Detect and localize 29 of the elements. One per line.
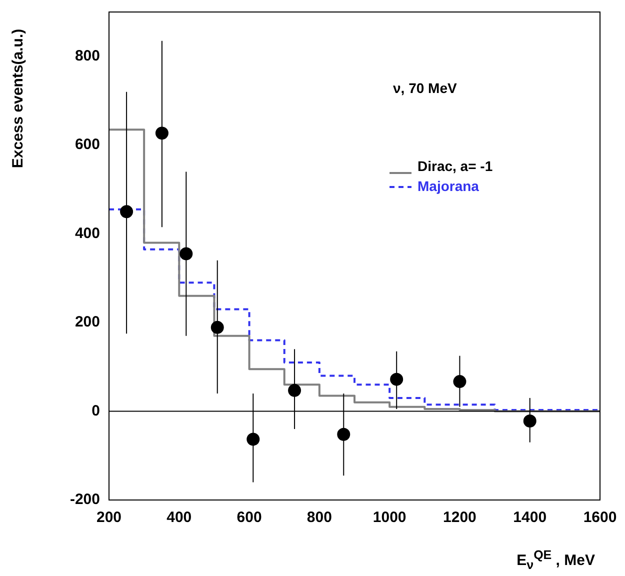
point xyxy=(180,247,193,260)
y-tick-label: 400 xyxy=(74,224,100,242)
annotation: ν, 70 MeV xyxy=(393,80,457,96)
point xyxy=(246,432,260,446)
x-axis-title: E$_{ν}$$^{QE}$ , MeV xyxy=(516,548,595,572)
y-tick-label: 600 xyxy=(74,136,100,154)
point xyxy=(523,414,536,428)
legend-label: Dirac, a= -1 xyxy=(418,158,493,174)
point xyxy=(453,375,466,388)
x-tick-label: 1200 xyxy=(443,509,476,526)
point xyxy=(337,428,350,441)
x-tick-label: 1600 xyxy=(583,509,617,526)
x-tick-label: 600 xyxy=(236,509,262,526)
point xyxy=(155,126,168,140)
y-tick-label: 800 xyxy=(74,48,100,65)
y-axis-title: Excess events(a.u.) xyxy=(10,28,26,170)
legend-label: Majorana xyxy=(418,178,480,194)
x-tick-label: 1000 xyxy=(372,509,406,526)
point xyxy=(390,372,404,386)
x-tick-label: 400 xyxy=(166,509,192,526)
point xyxy=(288,384,302,397)
x-tick-label: 200 xyxy=(96,509,122,526)
x-tick-label: 800 xyxy=(306,509,332,526)
x-tick-label: 1400 xyxy=(513,509,547,526)
y-tick-label: 0 xyxy=(92,402,100,420)
point xyxy=(210,320,224,334)
y-tick-label: 200 xyxy=(74,314,100,331)
y-tick-label: -200 xyxy=(70,491,100,508)
point xyxy=(120,205,134,218)
